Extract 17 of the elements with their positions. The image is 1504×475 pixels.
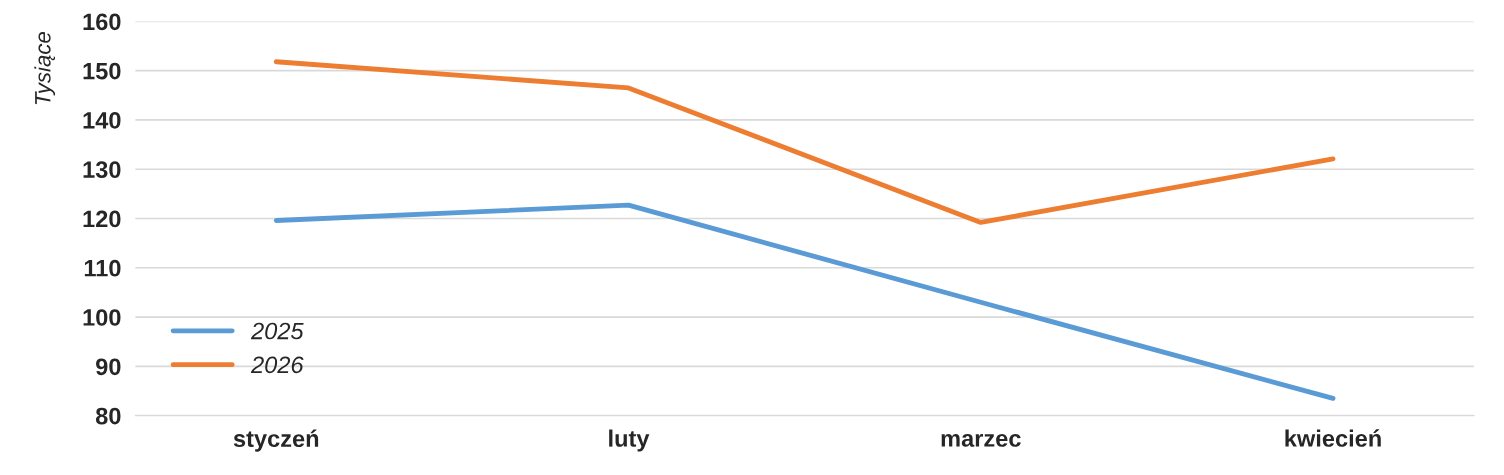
- x-tick-label: kwiecień: [1285, 429, 1381, 447]
- y-axis-title: Tysiące: [34, 32, 56, 105]
- x-tick-label: marzec: [941, 433, 1021, 447]
- y-tick-label: 140: [83, 112, 121, 129]
- legend-label: 2026: [250, 356, 304, 374]
- y-tick-label: 130: [83, 161, 121, 179]
- y-tick-label: 90: [96, 358, 121, 376]
- x-tick-label: styczeń: [233, 429, 319, 452]
- y-tick-label: 160: [83, 13, 121, 31]
- y-tick-label: 120: [83, 210, 121, 228]
- y-tick-label: 80: [95, 407, 121, 425]
- y-tick-label: 100: [83, 309, 121, 326]
- y-tick-label: 150: [83, 62, 121, 80]
- y-tick-label: 110: [84, 259, 121, 277]
- legend-label: 2025: [250, 322, 304, 340]
- x-tick-label: luty: [609, 429, 650, 452]
- line-series: [273, 59, 1336, 225]
